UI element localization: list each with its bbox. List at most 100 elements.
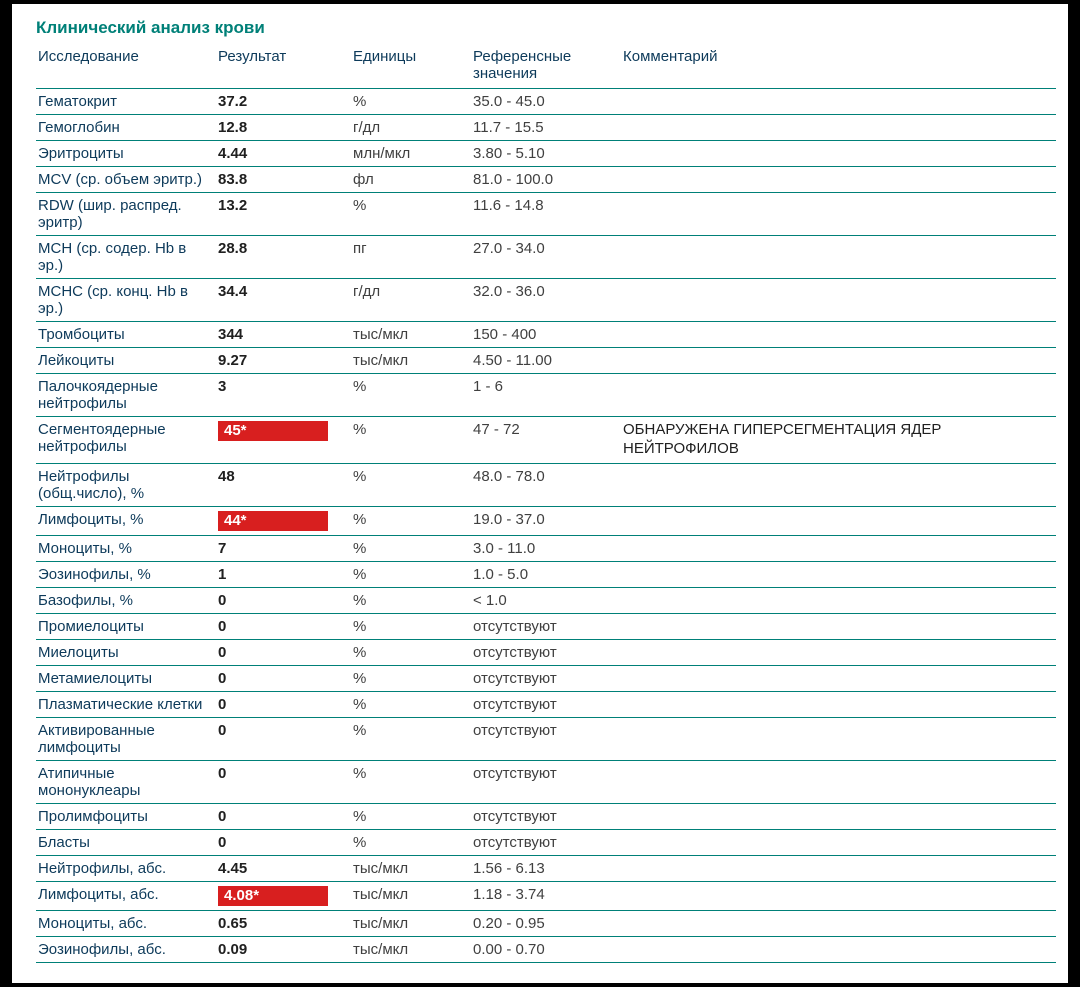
cell-comment xyxy=(621,322,1056,348)
cell-comment xyxy=(621,829,1056,855)
cell-ref: < 1.0 xyxy=(471,587,621,613)
cell-ref: 81.0 - 100.0 xyxy=(471,167,621,193)
cell-name: Пролимфоциты xyxy=(36,803,216,829)
cell-ref: отсутствуют xyxy=(471,829,621,855)
cell-comment xyxy=(621,803,1056,829)
cell-name: Сегментоядерные нейтрофилы xyxy=(36,417,216,464)
table-row: Моноциты, %7%3.0 - 11.0 xyxy=(36,535,1056,561)
cell-ref: 1.0 - 5.0 xyxy=(471,561,621,587)
cell-name: Моноциты, абс. xyxy=(36,910,216,936)
cell-name: Атипичные мононуклеары xyxy=(36,760,216,803)
cell-result: 12.8 xyxy=(216,115,351,141)
cell-ref: отсутствуют xyxy=(471,613,621,639)
cell-unit: % xyxy=(351,89,471,115)
cell-ref: 1 - 6 xyxy=(471,374,621,417)
cell-ref: отсутствуют xyxy=(471,760,621,803)
cell-unit: % xyxy=(351,374,471,417)
cell-name: Миелоциты xyxy=(36,639,216,665)
cell-result: 0.65 xyxy=(216,910,351,936)
table-row: Эозинофилы, абс.0.09тыс/мкл0.00 - 0.70 xyxy=(36,936,1056,962)
cell-comment xyxy=(621,115,1056,141)
table-row: Сегментоядерные нейтрофилы45*%47 - 72ОБН… xyxy=(36,417,1056,464)
cell-comment xyxy=(621,561,1056,587)
table-row: Базофилы, %0%< 1.0 xyxy=(36,587,1056,613)
cell-name: Гемоглобин xyxy=(36,115,216,141)
cell-unit: г/дл xyxy=(351,279,471,322)
cell-ref: отсутствуют xyxy=(471,717,621,760)
cell-unit: % xyxy=(351,561,471,587)
cell-comment xyxy=(621,535,1056,561)
table-header-row: Исследование Результат Единицы Референсн… xyxy=(36,44,1056,89)
cell-result: 45* xyxy=(216,417,351,464)
cell-name: Эозинофилы, % xyxy=(36,561,216,587)
cell-unit: % xyxy=(351,691,471,717)
cell-unit: % xyxy=(351,613,471,639)
cell-name: Бласты xyxy=(36,829,216,855)
cell-result: 34.4 xyxy=(216,279,351,322)
table-row: Гемоглобин12.8г/дл11.7 - 15.5 xyxy=(36,115,1056,141)
cell-name: Эозинофилы, абс. xyxy=(36,936,216,962)
cell-result: 3 xyxy=(216,374,351,417)
cell-name: Нейтрофилы, абс. xyxy=(36,855,216,881)
cell-result: 4.44 xyxy=(216,141,351,167)
table-row: MCHC (ср. конц. Hb в эр.)34.4г/дл32.0 - … xyxy=(36,279,1056,322)
result-flag: 45* xyxy=(218,421,328,441)
table-row: Миелоциты0%отсутствуют xyxy=(36,639,1056,665)
cell-ref: 35.0 - 45.0 xyxy=(471,89,621,115)
cell-comment xyxy=(621,506,1056,535)
cell-name: Метамиелоциты xyxy=(36,665,216,691)
cell-result: 1 xyxy=(216,561,351,587)
table-row: Тромбоциты344тыс/мкл150 - 400 xyxy=(36,322,1056,348)
cell-comment xyxy=(621,89,1056,115)
table-row: RDW (шир. распред. эритр)13.2%11.6 - 14.… xyxy=(36,193,1056,236)
cell-ref: 1.56 - 6.13 xyxy=(471,855,621,881)
cell-name: Плазматические клетки xyxy=(36,691,216,717)
cell-unit: % xyxy=(351,760,471,803)
cell-result: 7 xyxy=(216,535,351,561)
cell-result: 37.2 xyxy=(216,89,351,115)
table-row: Пролимфоциты0%отсутствуют xyxy=(36,803,1056,829)
cell-name: RDW (шир. распред. эритр) xyxy=(36,193,216,236)
cell-ref: 27.0 - 34.0 xyxy=(471,236,621,279)
cell-name: Палочкоядерные нейтрофилы xyxy=(36,374,216,417)
report-sheet: Клинический анализ крови Исследование Ре… xyxy=(12,4,1068,983)
table-row: MCH (ср. содер. Hb в эр.)28.8пг27.0 - 34… xyxy=(36,236,1056,279)
cell-ref: 47 - 72 xyxy=(471,417,621,464)
cell-unit: тыс/мкл xyxy=(351,855,471,881)
cell-result: 0 xyxy=(216,639,351,665)
table-row: Промиелоциты0%отсутствуют xyxy=(36,613,1056,639)
cell-unit: % xyxy=(351,717,471,760)
cell-comment xyxy=(621,717,1056,760)
report-title: Клинический анализ крови xyxy=(36,18,1056,38)
cell-ref: 1.18 - 3.74 xyxy=(471,881,621,910)
table-row: Гематокрит37.2%35.0 - 45.0 xyxy=(36,89,1056,115)
cell-name: MCHC (ср. конц. Hb в эр.) xyxy=(36,279,216,322)
table-row: Палочкоядерные нейтрофилы3%1 - 6 xyxy=(36,374,1056,417)
results-table: Исследование Результат Единицы Референсн… xyxy=(36,44,1056,963)
col-header-name: Исследование xyxy=(36,44,216,89)
col-header-comment: Комментарий xyxy=(621,44,1056,89)
cell-comment xyxy=(621,587,1056,613)
cell-unit: % xyxy=(351,829,471,855)
cell-ref: отсутствуют xyxy=(471,691,621,717)
cell-unit: пг xyxy=(351,236,471,279)
cell-name: MCV (ср. объем эритр.) xyxy=(36,167,216,193)
cell-name: Лейкоциты xyxy=(36,348,216,374)
cell-name: Тромбоциты xyxy=(36,322,216,348)
cell-ref: 32.0 - 36.0 xyxy=(471,279,621,322)
cell-comment xyxy=(621,691,1056,717)
cell-comment xyxy=(621,936,1056,962)
cell-ref: 48.0 - 78.0 xyxy=(471,463,621,506)
cell-ref: 3.80 - 5.10 xyxy=(471,141,621,167)
table-row: Лимфоциты, %44*%19.0 - 37.0 xyxy=(36,506,1056,535)
cell-name: Гематокрит xyxy=(36,89,216,115)
cell-ref: отсутствуют xyxy=(471,639,621,665)
col-header-unit: Единицы xyxy=(351,44,471,89)
cell-ref: 11.7 - 15.5 xyxy=(471,115,621,141)
cell-result: 48 xyxy=(216,463,351,506)
cell-result: 83.8 xyxy=(216,167,351,193)
table-row: Моноциты, абс.0.65тыс/мкл0.20 - 0.95 xyxy=(36,910,1056,936)
cell-ref: отсутствуют xyxy=(471,665,621,691)
cell-comment xyxy=(621,910,1056,936)
cell-result: 0 xyxy=(216,587,351,613)
